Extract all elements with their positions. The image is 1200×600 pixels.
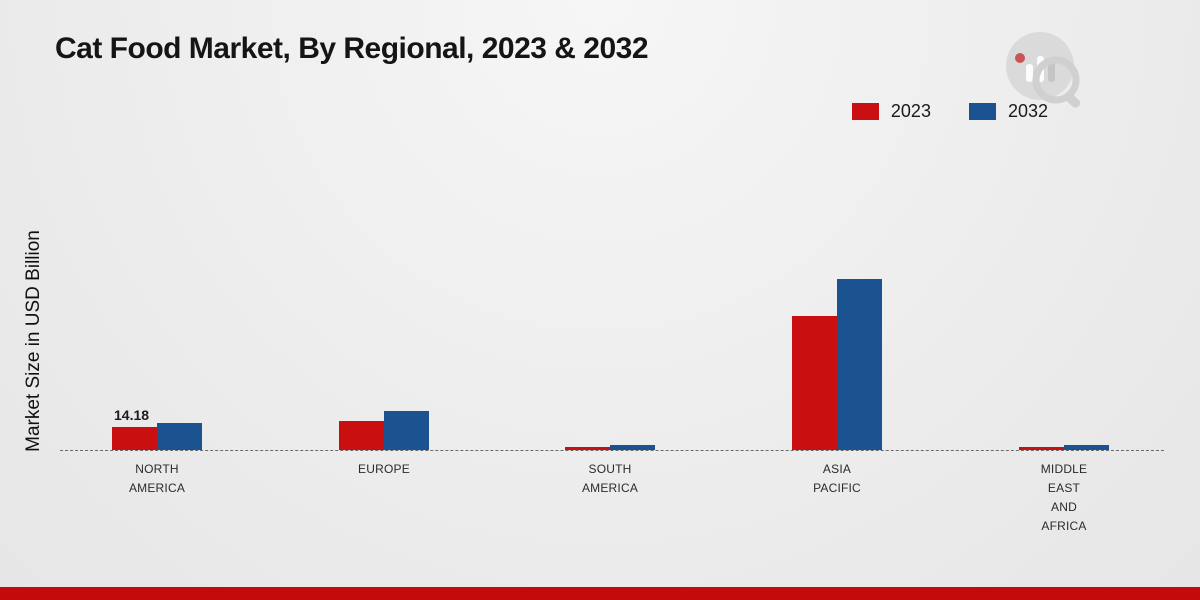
bar-2032-asia-pacific: [837, 279, 882, 450]
legend-label-2032: 2032: [1007, 101, 1048, 121]
bar-2023-north-america: [112, 427, 157, 450]
category-label-europe: EUROPE: [358, 462, 410, 476]
chart-title: Cat Food Market, By Regional, 2023 & 203…: [55, 32, 649, 65]
footer-red-bar: [0, 587, 1200, 600]
bar-2023-middle-east-and-africa: [1019, 447, 1064, 450]
bar-2023-europe: [339, 421, 384, 450]
category-label-middle-east-and-africa: MIDDLE EAST AND AFRICA: [1040, 462, 1088, 533]
bar-2023-asia-pacific: [792, 316, 837, 450]
data-label-14.18: 14.18: [114, 407, 150, 423]
bar-2032-north-america: [157, 423, 202, 450]
category-label-south-america: SOUTH AMERICA: [581, 462, 639, 495]
legend-label-2023: 2023: [890, 101, 931, 121]
legend-swatch-2032: [968, 103, 996, 120]
legend-item-2023: 2023: [851, 101, 931, 122]
bar-2023-south-america: [565, 447, 610, 450]
brand-logo-icon: [1006, 32, 1081, 108]
legend: 2023 2032: [851, 101, 1048, 122]
bar-2032-europe: [384, 411, 429, 450]
category-label-asia-pacific: ASIA PACIFIC: [813, 462, 861, 495]
legend-swatch-2023: [851, 103, 879, 120]
bar-2032-south-america: [610, 445, 655, 450]
bar-2032-middle-east-and-africa: [1064, 445, 1109, 450]
zero-baseline: [60, 450, 1164, 451]
legend-item-2032: 2032: [968, 101, 1048, 122]
y-axis-label: Market Size in USD Billion: [23, 230, 44, 452]
category-label-north-america: NORTH AMERICA: [128, 462, 186, 495]
